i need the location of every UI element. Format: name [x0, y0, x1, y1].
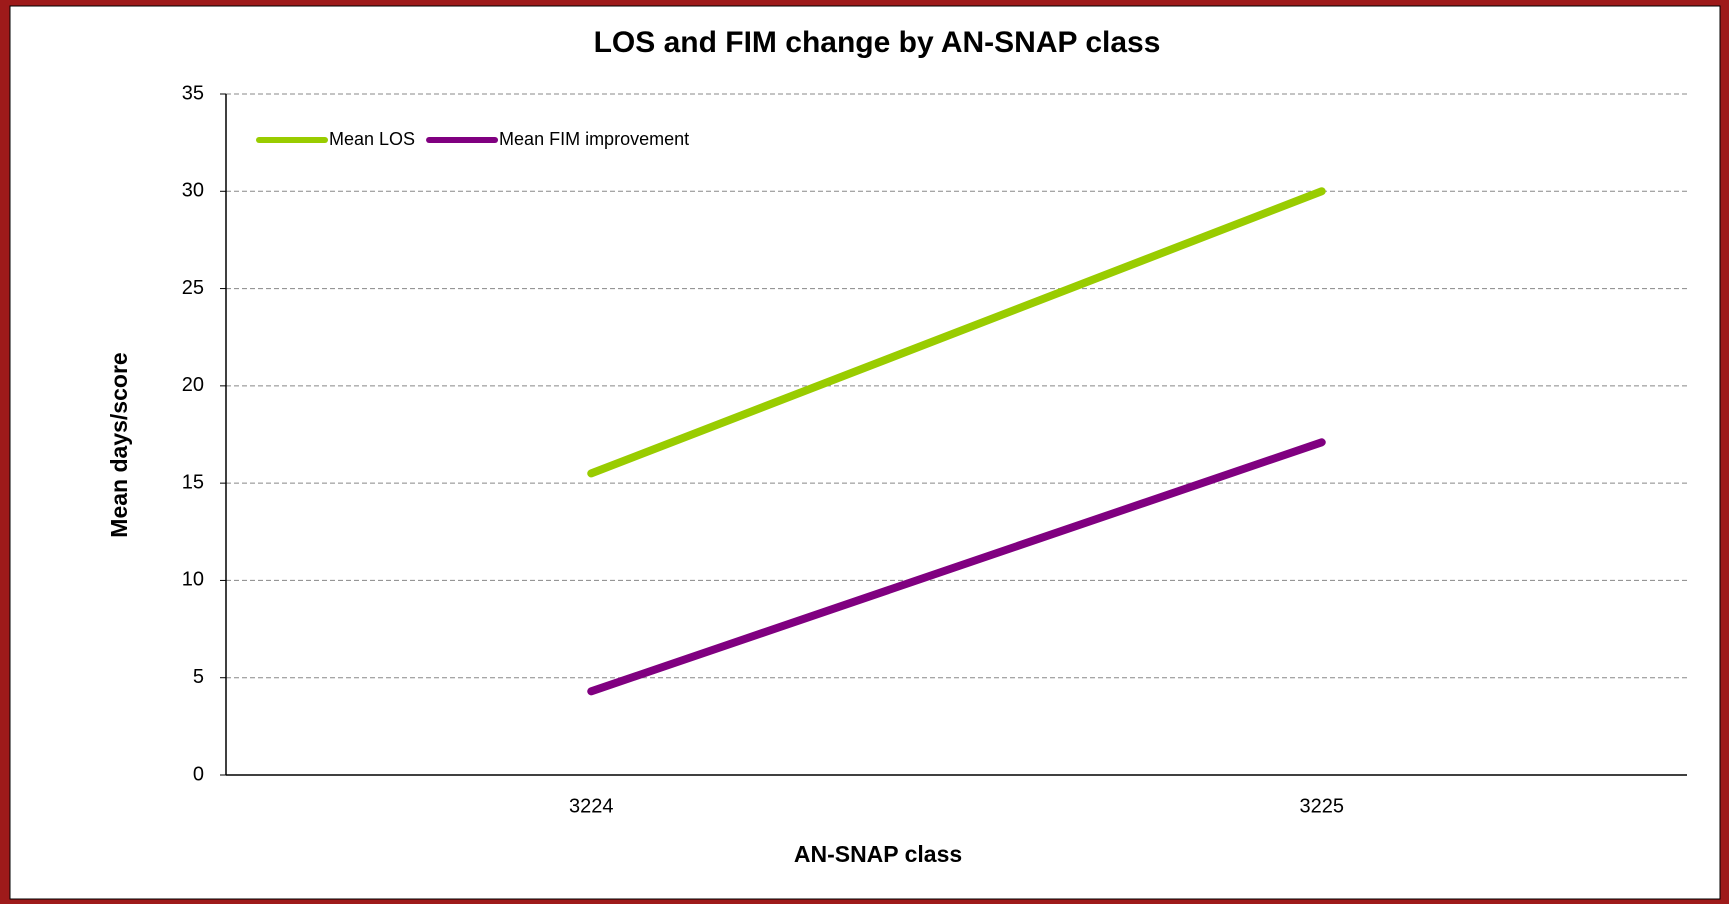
y-tick-label: 0 — [193, 763, 204, 785]
legend-label: Mean LOS — [329, 129, 415, 149]
line-series — [587, 187, 1326, 478]
y-tick-label: 25 — [182, 277, 204, 299]
x-tick-label: 3225 — [1300, 795, 1345, 817]
chart-background — [9, 5, 1721, 900]
y-tick-label: 30 — [182, 180, 204, 202]
x-tick-label: 3224 — [569, 795, 614, 817]
line-series — [587, 438, 1326, 696]
y-tick-label: 20 — [182, 374, 204, 396]
y-tick-label: 15 — [182, 471, 204, 493]
y-axis-label: Mean days/score — [106, 352, 132, 537]
y-tick-label: 35 — [182, 82, 204, 104]
y-tick-label: 5 — [193, 666, 204, 688]
x-axis-label: AN-SNAP class — [794, 841, 962, 867]
chart-title: LOS and FIM change by AN-SNAP class — [594, 26, 1161, 59]
y-tick-label: 10 — [182, 569, 204, 591]
legend-label: Mean FIM improvement — [499, 129, 689, 149]
